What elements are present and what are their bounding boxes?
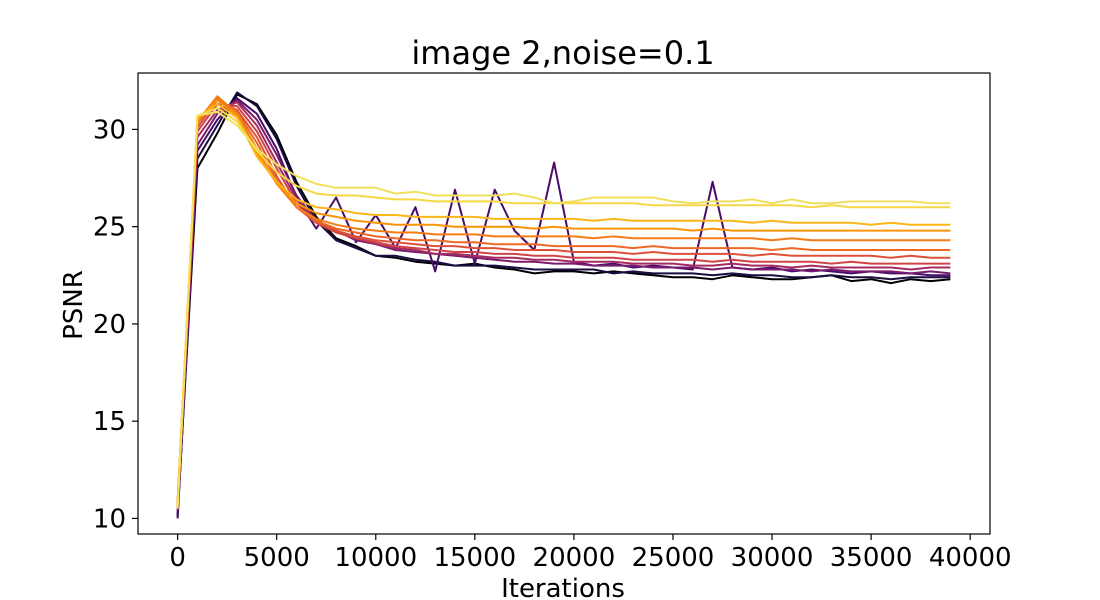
x-axis: 0 5000 10000 15000 20000 25000 30000 35000 40000 <box>169 534 1012 573</box>
series-layer <box>176 91 951 519</box>
y-axis: 10 15 20 25 30 <box>93 115 138 534</box>
series-line-5 <box>176 101 951 509</box>
x-tick-label: 5000 <box>244 543 310 573</box>
series-line-11 <box>176 103 951 501</box>
series-line-13 <box>176 110 951 509</box>
x-tick-label: 0 <box>169 543 186 573</box>
x-tick-label: 35000 <box>830 543 913 573</box>
x-tick-label: 15000 <box>433 543 516 573</box>
x-tick-label: 30000 <box>731 543 814 573</box>
y-tick-label: 25 <box>93 213 126 243</box>
series-line-1 <box>176 93 951 515</box>
plot-frame <box>137 72 991 535</box>
x-tick-label: 25000 <box>632 543 715 573</box>
series-line-7 <box>176 99 951 505</box>
y-tick-label: 20 <box>93 310 126 340</box>
y-axis-label: PSNR <box>59 270 89 340</box>
series-line-10 <box>176 99 951 501</box>
x-tick-label: 40000 <box>929 543 1012 573</box>
series-line-8 <box>176 97 951 503</box>
chart-title: image 2,noise=0.1 <box>411 34 714 72</box>
series-line-6 <box>176 103 951 507</box>
x-tick-label: 20000 <box>533 543 616 573</box>
series-line-9 <box>176 95 951 503</box>
series-line-4 <box>176 99 951 511</box>
y-tick-label: 30 <box>93 115 126 145</box>
series-line-12 <box>176 107 951 507</box>
series-line-2 <box>176 91 951 517</box>
y-tick-label: 10 <box>93 504 126 534</box>
y-tick-label: 15 <box>93 407 126 437</box>
x-axis-label: Iterations <box>501 574 625 600</box>
series-line-3 <box>176 97 951 519</box>
x-tick-label: 10000 <box>334 543 417 573</box>
